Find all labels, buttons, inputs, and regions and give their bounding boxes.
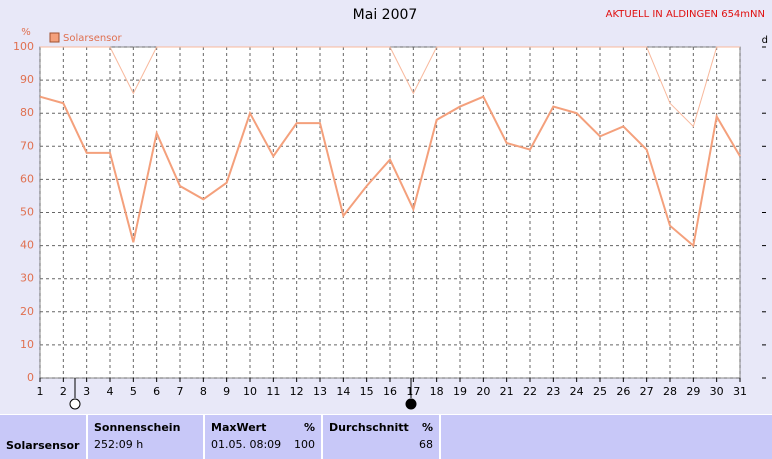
x-tick-label: 24 bbox=[570, 385, 584, 398]
x-tick-label: 31 bbox=[733, 385, 747, 398]
column-unit: % bbox=[303, 421, 315, 434]
x-tick-label: 3 bbox=[83, 385, 90, 398]
x-tick-label: 13 bbox=[313, 385, 327, 398]
x-tick-label: 25 bbox=[593, 385, 607, 398]
x-tick-label: 15 bbox=[360, 385, 374, 398]
x-tick-label: 21 bbox=[500, 385, 514, 398]
y-tick-label: 30 bbox=[20, 272, 34, 285]
x-tick-label: 8 bbox=[200, 385, 207, 398]
x-tick-label: 17 bbox=[406, 385, 420, 398]
y-tick-label: 0 bbox=[27, 371, 34, 384]
x-tick-label: 4 bbox=[107, 385, 114, 398]
column-value: 252:09 h bbox=[94, 438, 144, 451]
x-tick-label: 27 bbox=[640, 385, 654, 398]
x-tick-label: 6 bbox=[153, 385, 160, 398]
avg-cell: Durchschnitt% 68 bbox=[323, 415, 441, 459]
x-tick-label: 20 bbox=[476, 385, 490, 398]
x-tick-label: 12 bbox=[290, 385, 304, 398]
x-tick-label: 22 bbox=[523, 385, 537, 398]
column-title: Durchschnitt bbox=[329, 421, 409, 434]
legend-swatch bbox=[49, 32, 60, 43]
column-title: Sonnenschein bbox=[94, 421, 181, 434]
y-axis-label: % bbox=[21, 27, 31, 38]
chart-title: Mai 2007 bbox=[353, 7, 418, 23]
x-tick-label: 1 bbox=[37, 385, 44, 398]
y-tick-label: 80 bbox=[20, 106, 34, 119]
moon-icon bbox=[405, 398, 417, 410]
y-tick-label: 60 bbox=[20, 172, 34, 185]
x-tick-label: 5 bbox=[130, 385, 137, 398]
y-tick-label: 50 bbox=[20, 206, 34, 219]
column-unit: % bbox=[421, 421, 433, 434]
y-tick-label: 100 bbox=[13, 40, 34, 53]
legend-label: Solarsensor bbox=[63, 33, 123, 44]
row-label: Solarsensor bbox=[0, 415, 88, 459]
y-tick-label: 90 bbox=[20, 73, 34, 86]
x-tick-label: 19 bbox=[453, 385, 467, 398]
x-tick-label: 16 bbox=[383, 385, 397, 398]
station-label: AKTUELL IN ALDINGEN 654mNN bbox=[606, 9, 765, 20]
x-tick-label: 10 bbox=[243, 385, 257, 398]
column-date: 01.05. 08:09 bbox=[211, 438, 282, 451]
series-line bbox=[39, 95, 741, 248]
y-tick-label: 40 bbox=[20, 239, 34, 252]
series-line bbox=[40, 46, 740, 128]
x-tick-label: 9 bbox=[223, 385, 230, 398]
x-tick-label: 14 bbox=[336, 385, 350, 398]
x-tick-label: 26 bbox=[616, 385, 630, 398]
x-tick-label: 30 bbox=[710, 385, 724, 398]
y-tick-label: 10 bbox=[20, 338, 34, 351]
x-tick-label: 23 bbox=[546, 385, 560, 398]
x-tick-label: 18 bbox=[430, 385, 444, 398]
x-tick-label: 7 bbox=[177, 385, 184, 398]
column-value: 100 bbox=[294, 438, 315, 451]
x-tick-label: 11 bbox=[266, 385, 280, 398]
x-tick-label: 28 bbox=[663, 385, 677, 398]
x-tick-label: 29 bbox=[686, 385, 700, 398]
column-value: 68 bbox=[419, 438, 433, 451]
y-tick-label: 20 bbox=[20, 305, 34, 318]
chart: Mai 2007 AKTUELL IN ALDINGEN 654mNN % d … bbox=[13, 7, 768, 410]
column-title: MaxWert bbox=[211, 421, 267, 434]
max-cell: MaxWert% 01.05. 08:09 100 bbox=[205, 415, 323, 459]
moon-icon bbox=[69, 398, 81, 410]
sunshine-cell: Sonnenschein 252:09 h bbox=[88, 415, 205, 459]
x-tick-label: 2 bbox=[60, 385, 67, 398]
right-axis-label: d bbox=[762, 35, 768, 46]
summary-panel: Solarsensor Sonnenschein 252:09 h MaxWer… bbox=[0, 414, 772, 459]
y-tick-label: 70 bbox=[20, 139, 34, 152]
